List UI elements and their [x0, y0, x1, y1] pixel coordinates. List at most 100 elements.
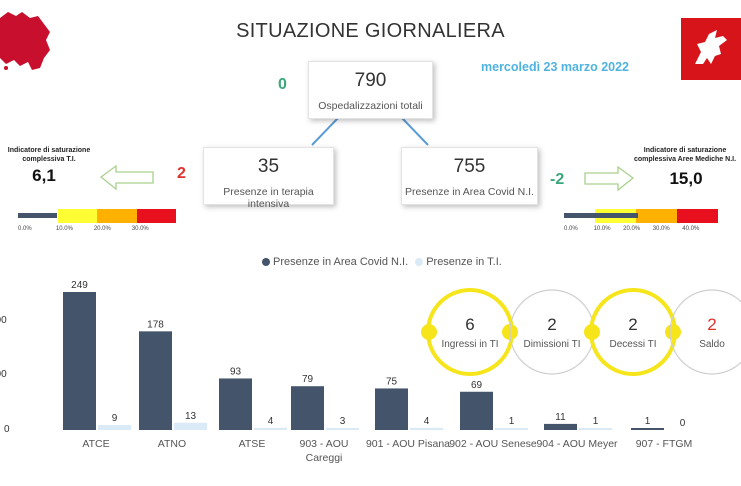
bar-value-label: 79	[302, 374, 314, 385]
flow-diagram: 6 Ingressi in TI 2 Dimissioni TI 2 Decessi TI…	[421, 288, 741, 376]
bar-value-label: 11	[555, 412, 566, 423]
scale-tick-label: 20.0%	[93, 226, 111, 232]
right-saturation-marker	[564, 213, 638, 218]
y-tick-label: 0	[4, 424, 10, 435]
scale-band	[635, 209, 677, 223]
y-tick-label: 100	[0, 369, 7, 380]
bar-ti	[579, 428, 612, 430]
bar-ti	[98, 425, 131, 430]
scale-tick-label: 0.0%	[564, 226, 578, 232]
bar-area-covid	[631, 428, 664, 430]
flow-value: 2	[707, 315, 716, 334]
bar-value-label: 4	[268, 416, 274, 427]
bar-value-label: 178	[147, 319, 164, 330]
bar-value-label: 9	[112, 413, 118, 424]
bar-area-covid	[139, 331, 172, 430]
flow-label: Ingressi in TI	[441, 339, 498, 350]
left-saturation-scale: 0.0% 10.0% 20.0% 30.0%	[18, 209, 176, 233]
scale-band	[676, 209, 718, 223]
x-category-label: 901 - AOU Pisana	[366, 438, 450, 450]
x-category-label: 904 - AOU Meyer	[536, 438, 618, 450]
area-delta: -2	[550, 171, 565, 188]
card-total-hospitalizations: 790 Ospedalizzazioni totali	[308, 61, 433, 119]
flow-value: 6	[465, 315, 474, 334]
flow-label: Decessi TI	[609, 339, 656, 350]
scale-tick-label: 40.0%	[682, 226, 700, 232]
ti-label: Presenze in terapia intensiva	[223, 186, 314, 210]
right-indicator-value: 15,0	[669, 169, 703, 188]
x-category-label: ATNO	[158, 438, 186, 450]
x-category-label: Careggi	[306, 452, 343, 464]
scale-tick-label: 30.0%	[652, 226, 670, 232]
bar-value-label: 0	[680, 418, 686, 429]
bar-value-label: 249	[71, 280, 88, 291]
bar-ti	[254, 427, 287, 430]
x-category-label: 903 - AOU	[299, 438, 348, 450]
chart-legend: Presenze in Area Covid N.I. Presenze in …	[262, 256, 502, 268]
bar-ti	[174, 422, 207, 430]
bar-value-label: 4	[424, 416, 430, 427]
bar-value-label: 93	[230, 366, 242, 377]
tuscany-pegasus-flag-icon	[681, 18, 741, 80]
flow-value: 2	[547, 315, 556, 334]
scale-tick-label: 10.0%	[593, 226, 611, 232]
bar-area-covid	[460, 391, 493, 430]
x-category-label: ATSE	[239, 438, 266, 450]
bar-area-covid	[544, 423, 577, 430]
bar-value-label: 13	[185, 411, 197, 422]
legend-dot-icon	[262, 258, 270, 267]
bar-area-covid	[219, 378, 252, 430]
right-saturation-scale: 0.0% 10.0% 20.0% 30.0% 40.0%	[564, 209, 718, 233]
scale-tick-label: 0.0%	[18, 226, 32, 232]
left-indicator-title: Indicatore di saturazione complessiva T.…	[7, 147, 91, 163]
scale-tick-label: 30.0%	[131, 226, 149, 232]
total-label: Ospedalizzazioni totali	[318, 100, 423, 112]
right-indicator-title: Indicatore di saturazione complessiva Ar…	[633, 147, 737, 163]
scale-tick-label: 10.0%	[55, 226, 73, 232]
left-saturation-marker	[18, 213, 57, 218]
bar-value-label: 1	[645, 416, 651, 427]
flow-start-icon	[421, 324, 437, 340]
x-category-label: ATCE	[82, 438, 109, 450]
page-title: SITUAZIONE GIORNALIERA	[236, 20, 505, 42]
total-value: 790	[354, 70, 387, 91]
bar-ti	[495, 428, 528, 430]
card-area-covid: 755 Presenze in Area Covid N.I.	[401, 147, 538, 205]
total-delta: 0	[278, 76, 287, 93]
bar-area-covid	[375, 388, 408, 430]
bar-ti	[410, 427, 443, 430]
bar-ti	[326, 428, 359, 430]
area-label: Presenze in Area Covid N.I.	[405, 186, 534, 198]
tuscany-map-icon	[0, 12, 50, 70]
card-intensive-care: 35 Presenze in terapia intensiva	[203, 147, 334, 210]
flow-label: Saldo	[699, 339, 725, 350]
scale-band	[136, 209, 176, 223]
flow-label: Dimissioni TI	[523, 339, 580, 350]
bar-value-label: 69	[471, 380, 483, 391]
flow-circle	[669, 289, 741, 375]
report-date: mercoledì 23 marzo 2022	[481, 60, 629, 74]
bar-area-covid	[291, 386, 324, 430]
y-tick-label: 200	[0, 315, 7, 326]
flow-value: 2	[628, 315, 637, 334]
legend-item-area: Presenze in Area Covid N.I.	[262, 256, 408, 268]
bar-value-label: 3	[340, 416, 346, 427]
scale-tick-label: 20.0%	[623, 226, 641, 232]
ti-value: 35	[257, 156, 280, 177]
flow-arrow-icon	[665, 324, 681, 340]
bar-value-label: 1	[509, 416, 515, 427]
scale-band	[57, 209, 97, 223]
x-category-label: 902 - AOU Senese	[449, 438, 537, 450]
ti-delta: 2	[177, 165, 186, 182]
bar-value-label: 75	[386, 376, 398, 387]
left-indicator-value: 6,1	[32, 166, 56, 185]
legend-item-ti: Presenze in T.I.	[415, 256, 502, 268]
legend-dot-icon	[415, 258, 424, 267]
bar-area-covid	[63, 292, 96, 430]
bar-value-label: 1	[593, 416, 599, 427]
x-category-label: 907 - FTGM	[636, 438, 693, 450]
area-value: 755	[453, 156, 486, 177]
scale-band	[97, 209, 137, 223]
